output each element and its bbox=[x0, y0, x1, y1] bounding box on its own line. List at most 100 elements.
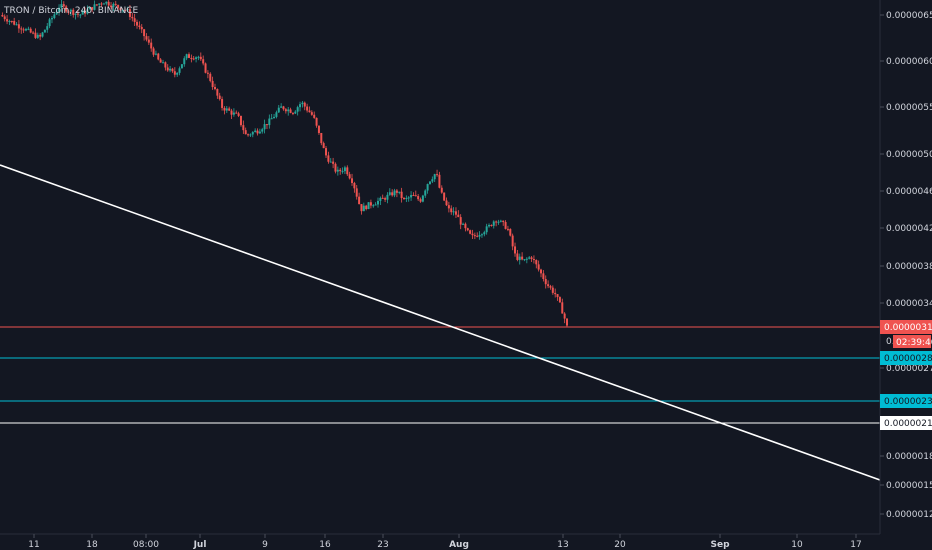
candle-body bbox=[29, 28, 32, 33]
horizontal-levels[interactable] bbox=[0, 326, 880, 424]
candle-body bbox=[374, 204, 377, 206]
candle-body bbox=[351, 178, 354, 183]
time-tick-label: Aug bbox=[449, 540, 469, 550]
trend-line[interactable] bbox=[0, 164, 881, 481]
candle-body bbox=[566, 318, 568, 326]
candle-body bbox=[542, 273, 545, 280]
time-tick-label: 23 bbox=[377, 540, 388, 550]
candle-body bbox=[53, 14, 56, 19]
candle-body bbox=[48, 19, 51, 27]
candle-body bbox=[102, 3, 105, 5]
candle-body bbox=[62, 4, 65, 7]
candle-body bbox=[530, 257, 533, 259]
candle-body bbox=[336, 169, 339, 172]
candle-body bbox=[381, 197, 384, 199]
candle-body bbox=[464, 223, 467, 229]
candle-body bbox=[10, 20, 13, 22]
candle-body bbox=[185, 54, 188, 59]
candle-body bbox=[192, 58, 195, 60]
candle-body bbox=[492, 221, 495, 226]
candle-body bbox=[199, 56, 202, 60]
candle-body bbox=[554, 292, 557, 295]
time-tick-label: 16 bbox=[319, 540, 331, 550]
candle-body bbox=[332, 161, 335, 164]
candle-body bbox=[518, 256, 521, 260]
support-price-tag-label: 0.00000281 bbox=[884, 354, 932, 364]
candle-body bbox=[291, 112, 294, 114]
time-tick-label: 17 bbox=[850, 540, 861, 550]
candle-body bbox=[206, 72, 209, 74]
candle-body bbox=[171, 68, 174, 72]
candle-body bbox=[419, 199, 422, 202]
candle-body bbox=[400, 191, 403, 199]
candle-body bbox=[84, 10, 87, 14]
candle-body bbox=[263, 124, 266, 130]
candle-body bbox=[128, 9, 131, 17]
candle-body bbox=[495, 221, 498, 223]
candle-body bbox=[100, 3, 103, 5]
candle-body bbox=[261, 129, 264, 132]
candle-body bbox=[410, 194, 413, 198]
candle-body bbox=[225, 108, 228, 111]
candle-body bbox=[532, 258, 535, 261]
candle-body bbox=[372, 205, 375, 207]
candle-body bbox=[133, 18, 136, 22]
candle-body bbox=[216, 89, 219, 96]
candle-body bbox=[79, 14, 82, 16]
candle-body bbox=[528, 257, 531, 259]
candle-body bbox=[521, 256, 524, 260]
candle-body bbox=[523, 259, 526, 261]
candle-body bbox=[27, 28, 30, 30]
candle-body bbox=[211, 80, 214, 88]
candle-body bbox=[436, 174, 439, 176]
candle-body bbox=[433, 174, 436, 180]
candle-body bbox=[289, 109, 292, 113]
candle-body bbox=[428, 181, 431, 185]
candle-body bbox=[213, 87, 216, 90]
candle-body bbox=[270, 118, 273, 120]
candle-body bbox=[145, 36, 148, 40]
candle-body bbox=[164, 62, 167, 68]
candle-body bbox=[412, 194, 415, 196]
candle-body bbox=[405, 198, 408, 200]
candle-body bbox=[414, 195, 417, 197]
candle-body bbox=[254, 130, 257, 133]
time-tick-label: 08:00 bbox=[133, 540, 159, 550]
time-tick-label: 18 bbox=[86, 540, 98, 550]
candle-body bbox=[334, 163, 337, 172]
candle-body bbox=[6, 19, 9, 22]
candle-body bbox=[265, 124, 268, 126]
candle-body bbox=[60, 4, 63, 8]
candle-body bbox=[327, 155, 330, 162]
candle-body bbox=[454, 211, 457, 215]
candle-body bbox=[204, 63, 207, 73]
candle-body bbox=[188, 54, 190, 58]
time-axis[interactable]: 11 18 08:00 Jul 9 16 23 Aug 13 20 Sep 10 17 bbox=[28, 534, 862, 550]
candle-body bbox=[443, 192, 446, 201]
candle-body bbox=[95, 4, 98, 6]
candle-body bbox=[313, 114, 316, 118]
candle-body bbox=[136, 21, 139, 26]
candle-body bbox=[112, 3, 115, 7]
candle-body bbox=[230, 110, 233, 115]
candle-body bbox=[497, 221, 500, 223]
candle-body bbox=[294, 111, 297, 114]
candle-body bbox=[91, 7, 94, 10]
candle-body bbox=[218, 95, 221, 100]
candle-body bbox=[476, 235, 479, 237]
candle-body bbox=[221, 99, 224, 108]
candle-body bbox=[547, 284, 550, 287]
time-tick-label: Jul bbox=[193, 540, 207, 550]
candle-body bbox=[150, 42, 153, 49]
candle-body bbox=[343, 167, 346, 172]
candle-body bbox=[462, 223, 465, 225]
candle-body bbox=[287, 109, 290, 112]
candle-body bbox=[13, 20, 16, 25]
